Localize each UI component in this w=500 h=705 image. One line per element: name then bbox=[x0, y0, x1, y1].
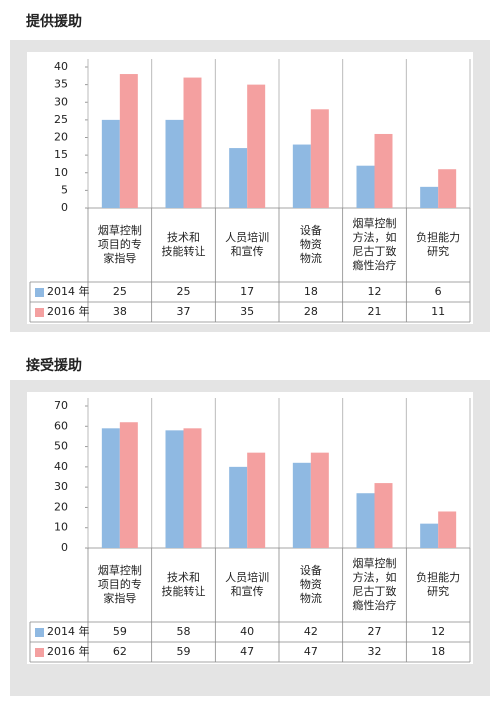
legend-label: 2014 年 bbox=[47, 624, 90, 638]
bar bbox=[292, 462, 311, 548]
bar bbox=[101, 119, 120, 208]
bar bbox=[165, 430, 184, 548]
bar bbox=[119, 74, 138, 208]
table-value: 38 bbox=[113, 305, 127, 318]
category-label: 负担能力研究 bbox=[416, 570, 460, 598]
y-tick-label: 60 bbox=[54, 419, 68, 432]
chart-title: 提供援助 bbox=[26, 13, 82, 30]
y-tick-label: 35 bbox=[54, 78, 68, 91]
category-label: 技术和技能转让 bbox=[162, 231, 206, 258]
category-label: 人员培训和宣传 bbox=[225, 230, 269, 258]
y-tick-label: 20 bbox=[54, 500, 68, 513]
bar bbox=[310, 452, 329, 548]
y-tick-label: 0 bbox=[61, 201, 68, 214]
bar bbox=[229, 148, 248, 208]
bar bbox=[374, 483, 393, 548]
table-value: 62 bbox=[113, 645, 127, 658]
bar bbox=[420, 523, 439, 548]
bar bbox=[420, 186, 439, 208]
y-tick-label: 70 bbox=[54, 399, 68, 412]
table-value: 40 bbox=[240, 625, 254, 638]
bar bbox=[119, 422, 138, 548]
table-value: 59 bbox=[177, 645, 191, 658]
category-label: 负担能力研究 bbox=[416, 230, 460, 258]
category-label: 烟草控制项目的专家指导 bbox=[98, 223, 142, 265]
category-label: 烟草控制项目的专家指导 bbox=[98, 563, 142, 605]
table-value: 25 bbox=[113, 285, 127, 298]
y-tick-label: 15 bbox=[54, 148, 68, 161]
bar bbox=[292, 144, 311, 208]
table-value: 58 bbox=[177, 625, 191, 638]
category-label: 技术和技能转让 bbox=[162, 571, 206, 598]
table-value: 12 bbox=[368, 285, 382, 298]
bar bbox=[229, 466, 248, 548]
bar bbox=[356, 165, 375, 208]
legend-label: 2016 年 bbox=[47, 304, 90, 318]
bar bbox=[438, 169, 457, 208]
bar bbox=[247, 452, 266, 548]
table-value: 28 bbox=[304, 305, 318, 318]
bar bbox=[356, 493, 375, 548]
table-value: 18 bbox=[304, 285, 318, 298]
y-tick-label: 10 bbox=[54, 166, 68, 179]
y-tick-label: 0 bbox=[61, 541, 68, 554]
y-tick-label: 30 bbox=[54, 480, 68, 493]
table-value: 6 bbox=[435, 285, 442, 298]
y-tick-label: 10 bbox=[54, 521, 68, 534]
table-value: 32 bbox=[368, 645, 382, 658]
table-value: 12 bbox=[431, 625, 445, 638]
bar bbox=[183, 77, 202, 208]
y-tick-label: 40 bbox=[54, 60, 68, 73]
category-label: 人员培训和宣传 bbox=[225, 570, 269, 598]
y-tick-label: 30 bbox=[54, 95, 68, 108]
legend-label: 2016 年 bbox=[47, 644, 90, 658]
y-tick-label: 25 bbox=[54, 113, 68, 126]
bar bbox=[183, 428, 202, 548]
category-label: 设备物资物流 bbox=[300, 563, 322, 605]
y-tick-label: 40 bbox=[54, 460, 68, 473]
table-value: 11 bbox=[431, 305, 445, 318]
table-value: 37 bbox=[177, 305, 191, 318]
legend-swatch bbox=[35, 628, 44, 637]
table-value: 21 bbox=[368, 305, 382, 318]
legend-label: 2014 年 bbox=[47, 284, 90, 298]
bar bbox=[165, 119, 184, 208]
y-tick-label: 20 bbox=[54, 131, 68, 144]
bar bbox=[101, 428, 120, 548]
legend-swatch bbox=[35, 308, 44, 317]
table-value: 47 bbox=[304, 645, 318, 658]
table-value: 42 bbox=[304, 625, 318, 638]
table-value: 27 bbox=[368, 625, 382, 638]
bar bbox=[310, 109, 329, 208]
category-label: 设备物资物流 bbox=[300, 223, 322, 265]
table-value: 25 bbox=[177, 285, 191, 298]
bar bbox=[247, 84, 266, 208]
category-label: 烟草控制方法，如尼古丁致瘾性治疗 bbox=[353, 556, 397, 612]
bar bbox=[438, 511, 457, 548]
legend-swatch bbox=[35, 648, 44, 657]
table-value: 47 bbox=[240, 645, 254, 658]
category-label: 烟草控制方法，如尼古丁致瘾性治疗 bbox=[353, 216, 397, 272]
table-value: 59 bbox=[113, 625, 127, 638]
table-value: 35 bbox=[240, 305, 254, 318]
y-tick-label: 5 bbox=[61, 183, 68, 196]
table-value: 17 bbox=[240, 285, 254, 298]
y-tick-label: 50 bbox=[54, 440, 68, 453]
chart-title: 接受援助 bbox=[26, 357, 82, 374]
table-value: 18 bbox=[431, 645, 445, 658]
legend-swatch bbox=[35, 288, 44, 297]
bar bbox=[374, 133, 393, 208]
